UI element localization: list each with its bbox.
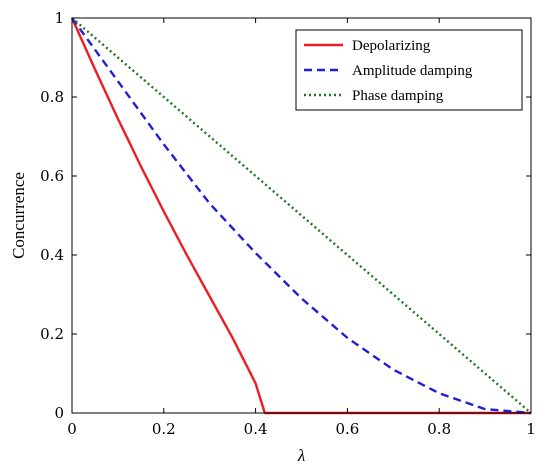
y-tick-label: 0.8 <box>40 88 64 106</box>
x-tick-label: 0.2 <box>152 420 176 438</box>
y-axis-label: Concurrence <box>9 172 28 259</box>
y-tick-label: 1 <box>54 9 64 27</box>
x-tick-label: 0 <box>67 420 77 438</box>
legend-entry: Phase damping <box>352 88 444 104</box>
x-tick-label: 0.6 <box>335 420 359 438</box>
series-line-phase-damping <box>71 17 532 414</box>
plot-frame <box>71 17 532 414</box>
y-tick-label: 0.4 <box>40 246 64 264</box>
y-tick-label: 0.2 <box>40 325 64 343</box>
legend: Depolarizing Amplitude damping Phase dampi… <box>295 29 523 111</box>
x-tick-label: 0.4 <box>244 420 268 438</box>
axis-ticks: 0 0.2 0.4 0.6 0.8 1 0 0.2 0.4 0.6 0.8 1 <box>40 9 536 438</box>
series-line-amplitude-damping <box>71 17 532 415</box>
x-tick-label: 0.8 <box>427 420 451 438</box>
y-tick-label: 0.6 <box>40 167 64 185</box>
x-tick-label: 1 <box>526 420 536 438</box>
legend-entry: Amplitude damping <box>352 63 473 79</box>
legend-entry: Depolarizing <box>352 38 431 54</box>
y-tick-label: 0 <box>54 404 64 422</box>
x-axis-label: λ <box>297 446 305 465</box>
